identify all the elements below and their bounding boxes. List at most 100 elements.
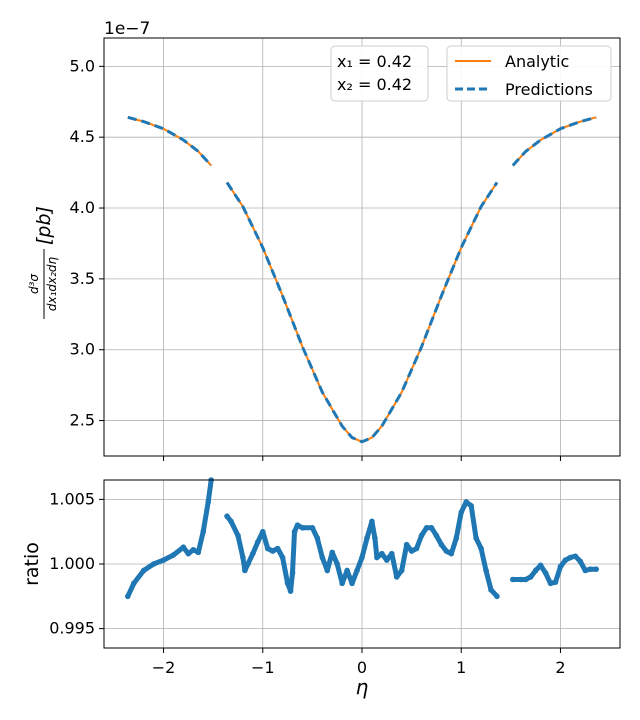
ratio-point (379, 550, 385, 557)
ratio-point (140, 567, 147, 574)
ratio-point (428, 525, 435, 531)
ylabel-denominator: dx₁dx₂dη (45, 256, 59, 311)
ratio-point (443, 548, 450, 554)
ratio-point (403, 541, 410, 548)
ratio-point (468, 503, 474, 509)
ratio-point (170, 552, 177, 558)
ratio-point (242, 567, 248, 574)
ratio-point (423, 525, 430, 531)
ratio-point (235, 532, 241, 539)
ratio-point (453, 535, 460, 541)
ratio-point (274, 545, 281, 552)
ratio-point (190, 546, 197, 553)
bottom-grid (104, 480, 620, 648)
ratio-point (494, 593, 500, 600)
bottom-y-axis-label: ratio (21, 542, 43, 586)
ratio-point (224, 513, 230, 519)
ratio-point (393, 574, 400, 580)
ratio-point (398, 567, 405, 574)
ytick-label: 2.5 (70, 411, 95, 430)
ratio-point (567, 554, 574, 561)
ytick-label: 1.005 (49, 489, 95, 508)
ratio-point (562, 557, 569, 563)
xtick-label: 2 (555, 658, 565, 677)
series-line-predictions (511, 115, 597, 167)
ratio-point (537, 562, 544, 569)
ratio-point (291, 528, 298, 535)
ratio-point (364, 535, 370, 541)
ratio-point (205, 499, 211, 505)
top-series-group (127, 115, 597, 444)
ratio-point (413, 545, 420, 552)
xtick-label: 0 (357, 658, 367, 677)
ratio-point (200, 528, 207, 535)
series-line-predictions (127, 115, 213, 167)
ratio-point (488, 587, 494, 593)
ytick-label: 4.0 (70, 198, 95, 217)
series-line-analytic (512, 116, 597, 167)
ytick-label: 4.5 (70, 127, 95, 146)
ratio-point (284, 580, 291, 587)
ratio-point (547, 580, 554, 587)
ratio-point (245, 561, 251, 567)
ratio-point (369, 518, 375, 525)
bottom-ytick-labels: 0.995 1.000 1.005 (49, 489, 104, 638)
ratio-series (125, 477, 214, 599)
ratio-point (150, 561, 157, 567)
ratio-point (185, 550, 192, 557)
ratio-chart-panel: −2 −1 0 1 2 0.995 1.000 1.005 ratio η (21, 477, 621, 699)
ratio-point (180, 544, 187, 550)
ratio-point (552, 579, 559, 585)
annotation-x1: x₁ = 0.42 (337, 52, 412, 71)
ytick-label: 3.5 (70, 269, 95, 288)
legend-label-predictions: Predictions (505, 80, 593, 99)
ratio-point (557, 563, 564, 570)
ytick-label: 5.0 (70, 56, 95, 75)
xtick-label: −1 (251, 658, 275, 677)
ratio-point (287, 588, 294, 594)
ratio-point (478, 545, 484, 552)
bottom-xtick-labels: −2 −1 0 1 2 (152, 648, 566, 677)
ratio-point (448, 550, 455, 557)
ylabel-unit: [pb] (33, 206, 55, 245)
ylabel-numerator: d³σ (27, 274, 41, 294)
ratio-point (433, 532, 440, 539)
top-grid (104, 38, 620, 456)
ratio-point (349, 580, 355, 587)
ratio-point (255, 539, 261, 545)
ratio-point (334, 561, 340, 567)
ratio-point (195, 549, 202, 556)
legend: Analytic Predictions (446, 45, 612, 102)
ratio-point (279, 554, 286, 561)
ratio-point (160, 557, 167, 563)
ytick-label: 1.000 (49, 554, 95, 573)
ratio-point (299, 525, 306, 531)
ratio-point (593, 566, 599, 572)
xtick-label: 1 (456, 658, 466, 677)
ytick-label: 0.995 (49, 619, 95, 638)
x-axis-label: η (356, 675, 369, 699)
ratio-point (228, 518, 234, 525)
top-chart-panel: 2.5 3.0 3.5 4.0 4.5 5.0 1e−7 d³σ dx₁dx₂dη [pb… (27, 19, 621, 461)
ratio-point (587, 566, 594, 572)
top-xtick-marks (163, 456, 561, 461)
ratio-point (510, 576, 516, 583)
ratio-point (339, 580, 345, 587)
bottom-series-group (125, 477, 599, 600)
annotation-x2: x₂ = 0.42 (337, 75, 412, 94)
ratio-point (314, 535, 321, 541)
ratio-point (309, 525, 316, 531)
legend-label-analytic: Analytic (505, 52, 569, 71)
ratio-point (294, 522, 301, 529)
ratio-point (344, 567, 350, 574)
ratio-point (264, 545, 271, 552)
series-line-analytic (127, 116, 212, 167)
ratio-point (125, 593, 131, 600)
ratio-point (259, 528, 266, 535)
ratio-point (577, 558, 584, 565)
annotation-box: x₁ = 0.42 x₂ = 0.42 (330, 45, 429, 102)
ratio-point (240, 554, 246, 561)
ratio-point (269, 548, 276, 554)
ratio-point (354, 567, 360, 574)
